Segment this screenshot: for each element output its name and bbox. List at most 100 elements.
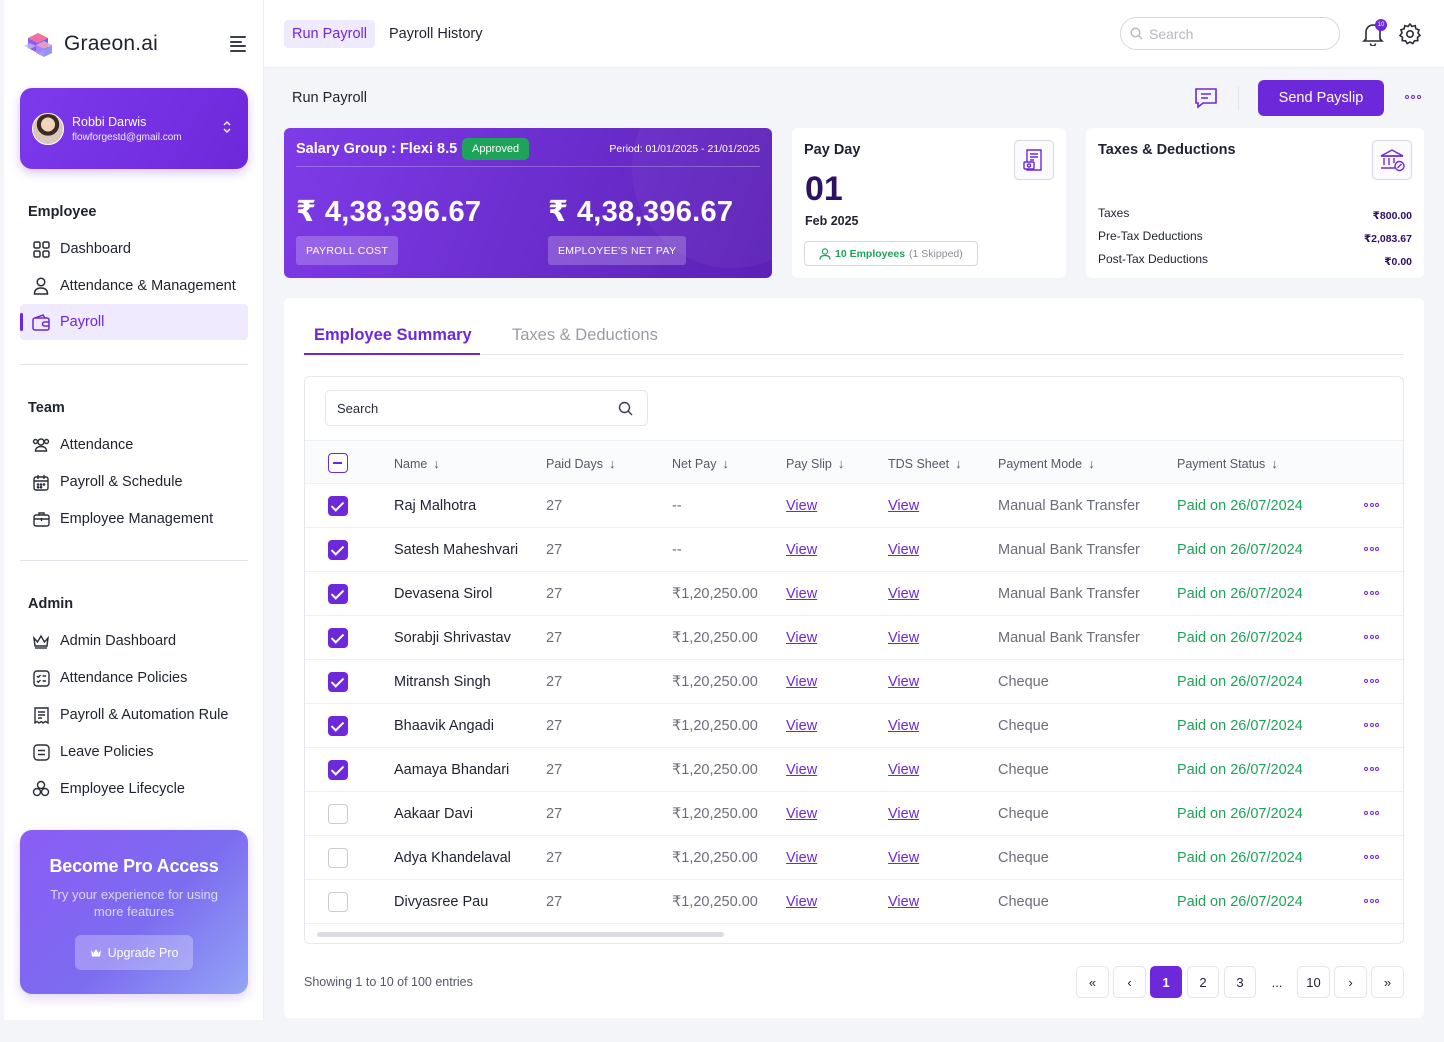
pay-slip-link[interactable]: View (786, 498, 818, 514)
user-switcher[interactable]: Robbi Darwis flowforgestd@gmail.com (20, 88, 248, 169)
comments-button[interactable] (1193, 85, 1219, 111)
pay-slip-link[interactable]: View (786, 674, 818, 690)
pay-slip-link[interactable]: View (786, 762, 818, 778)
sidebar-item-admin-dashboard[interactable]: Admin Dashboard (20, 623, 248, 659)
row-more-icon[interactable] (1364, 723, 1379, 727)
column-header-pay-slip[interactable]: Pay Slip ↓ (786, 456, 844, 471)
employee-count-chip[interactable]: 10 Employees (1 Skipped) (804, 241, 978, 266)
select-all-checkbox[interactable] (328, 453, 348, 473)
tds-sheet-link[interactable]: View (888, 586, 920, 602)
row-checkbox[interactable] (328, 760, 348, 780)
sidebar-item-employee-lifecycle[interactable]: Employee Lifecycle (20, 771, 248, 807)
row-more-icon[interactable] (1364, 591, 1379, 595)
menu-toggle-icon[interactable] (230, 36, 246, 52)
upgrade-pro-button[interactable]: Upgrade Pro (75, 935, 193, 970)
table-row[interactable]: Divyasree Pau 27 ₹1,20,250.00 View View Chequ… (305, 880, 1403, 924)
sort-arrow-icon: ↓ (837, 456, 845, 471)
page-1-button[interactable]: 1 (1150, 966, 1182, 998)
table-row[interactable]: Bhaavik Angadi 27 ₹1,20,250.00 View View Cheq… (305, 704, 1403, 748)
row-checkbox[interactable] (328, 496, 348, 516)
column-header-payment-status[interactable]: Payment Status ↓ (1177, 456, 1278, 471)
brand-name: Graeon.ai (64, 32, 159, 55)
table-search[interactable] (325, 390, 648, 426)
sidebar-item-attendance-policies[interactable]: Attendance Policies (20, 660, 248, 696)
tab-employee-summary[interactable]: Employee Summary (314, 326, 472, 344)
pay-slip-link[interactable]: View (786, 718, 818, 734)
table-row[interactable]: Raj Malhotra 27 -- View View Manual Bank Tran… (305, 484, 1403, 528)
row-checkbox[interactable] (328, 892, 348, 912)
row-checkbox[interactable] (328, 716, 348, 736)
row-checkbox[interactable] (328, 584, 348, 604)
pay-slip-link[interactable]: View (786, 894, 818, 910)
table-search-input[interactable] (337, 400, 607, 416)
search-input[interactable] (1149, 25, 1319, 42)
prev-page-button[interactable]: ‹ (1113, 966, 1146, 998)
sidebar-item-payroll[interactable]: Payroll (20, 304, 248, 340)
sidebar-item-dashboard[interactable]: Dashboard (20, 231, 248, 267)
tds-sheet-link[interactable]: View (888, 850, 920, 866)
row-more-icon[interactable] (1364, 767, 1379, 771)
pay-slip-link[interactable]: View (786, 630, 818, 646)
tds-sheet-link[interactable]: View (888, 718, 920, 734)
sidebar-item-employee-management[interactable]: Employee Management (20, 501, 248, 537)
global-search[interactable] (1120, 17, 1340, 50)
send-payslip-button[interactable]: Send Payslip (1258, 80, 1384, 116)
table-row[interactable]: Satesh Maheshvari 27 -- View View Manual Bank… (305, 528, 1403, 572)
tds-sheet-link[interactable]: View (888, 762, 920, 778)
table-row[interactable]: Mitransh Singh 27 ₹1,20,250.00 View View Cheq… (305, 660, 1403, 704)
brand-logo: Graeon.ai (22, 24, 246, 64)
column-header-net-pay[interactable]: Net Pay ↓ (672, 456, 729, 471)
sidebar-item-leave-policies[interactable]: Leave Policies (20, 734, 248, 770)
sidebar-item-attendance[interactable]: Attendance (20, 427, 248, 463)
row-checkbox[interactable] (328, 848, 348, 868)
last-page-button[interactable]: » (1371, 966, 1404, 998)
row-more-icon[interactable] (1364, 899, 1379, 903)
page-3-button[interactable]: 3 (1224, 966, 1256, 998)
row-more-icon[interactable] (1364, 855, 1379, 859)
page-10-button[interactable]: 10 (1297, 966, 1330, 998)
more-options-icon[interactable] (1405, 92, 1423, 102)
pay-slip-link[interactable]: View (786, 542, 818, 558)
settings-button[interactable] (1398, 22, 1422, 46)
tab-taxes-deductions[interactable]: Taxes & Deductions (512, 326, 658, 344)
tab-run-payroll[interactable]: Run Payroll (284, 20, 375, 48)
page-2-button[interactable]: 2 (1187, 966, 1219, 998)
table-row[interactable]: Sorabji Shrivastav 27 ₹1,20,250.00 View View… (305, 616, 1403, 660)
row-checkbox[interactable] (328, 540, 348, 560)
row-more-icon[interactable] (1364, 679, 1379, 683)
tds-sheet-link[interactable]: View (888, 894, 920, 910)
tds-sheet-link[interactable]: View (888, 806, 920, 822)
table-row[interactable]: Adya Khandelaval 27 ₹1,20,250.00 View View Ch… (305, 836, 1403, 880)
row-more-icon[interactable] (1364, 503, 1379, 507)
sidebar-item-payroll-automation-rule[interactable]: Payroll & Automation Rule (20, 697, 248, 733)
row-more-icon[interactable] (1364, 811, 1379, 815)
table-row[interactable]: Aamaya Bhandari 27 ₹1,20,250.00 View View Che… (305, 748, 1403, 792)
tds-sheet-link[interactable]: View (888, 674, 920, 690)
next-page-button[interactable]: › (1334, 966, 1367, 998)
first-page-button[interactable]: « (1076, 966, 1109, 998)
column-header-tds-sheet[interactable]: TDS Sheet ↓ (888, 456, 962, 471)
briefcase-icon (32, 510, 50, 528)
tds-sheet-link[interactable]: View (888, 498, 920, 514)
sidebar-item-payroll-schedule[interactable]: Payroll & Schedule (20, 464, 248, 500)
column-header-name[interactable]: Name ↓ (394, 456, 440, 471)
tds-sheet-link[interactable]: View (888, 542, 920, 558)
notification-bell[interactable]: 10 (1362, 19, 1387, 47)
payment-mode: Cheque (998, 806, 1049, 822)
table-row[interactable]: Devasena Sirol 27 ₹1,20,250.00 View View Manu… (305, 572, 1403, 616)
sidebar-item-attendance-management[interactable]: Attendance & Management (20, 268, 248, 304)
horizontal-scrollbar[interactable] (317, 932, 724, 937)
pay-slip-link[interactable]: View (786, 806, 818, 822)
column-header-payment-mode[interactable]: Payment Mode ↓ (998, 456, 1095, 471)
tab-payroll-history[interactable]: Payroll History (389, 26, 483, 42)
tds-sheet-link[interactable]: View (888, 630, 920, 646)
column-header-paid-days[interactable]: Paid Days ↓ (546, 456, 615, 471)
pay-slip-link[interactable]: View (786, 850, 818, 866)
pay-slip-link[interactable]: View (786, 586, 818, 602)
row-more-icon[interactable] (1364, 547, 1379, 551)
row-checkbox[interactable] (328, 804, 348, 824)
row-checkbox[interactable] (328, 672, 348, 692)
row-checkbox[interactable] (328, 628, 348, 648)
table-row[interactable]: Aakaar Davi 27 ₹1,20,250.00 View View Cheque P… (305, 792, 1403, 836)
row-more-icon[interactable] (1364, 635, 1379, 639)
